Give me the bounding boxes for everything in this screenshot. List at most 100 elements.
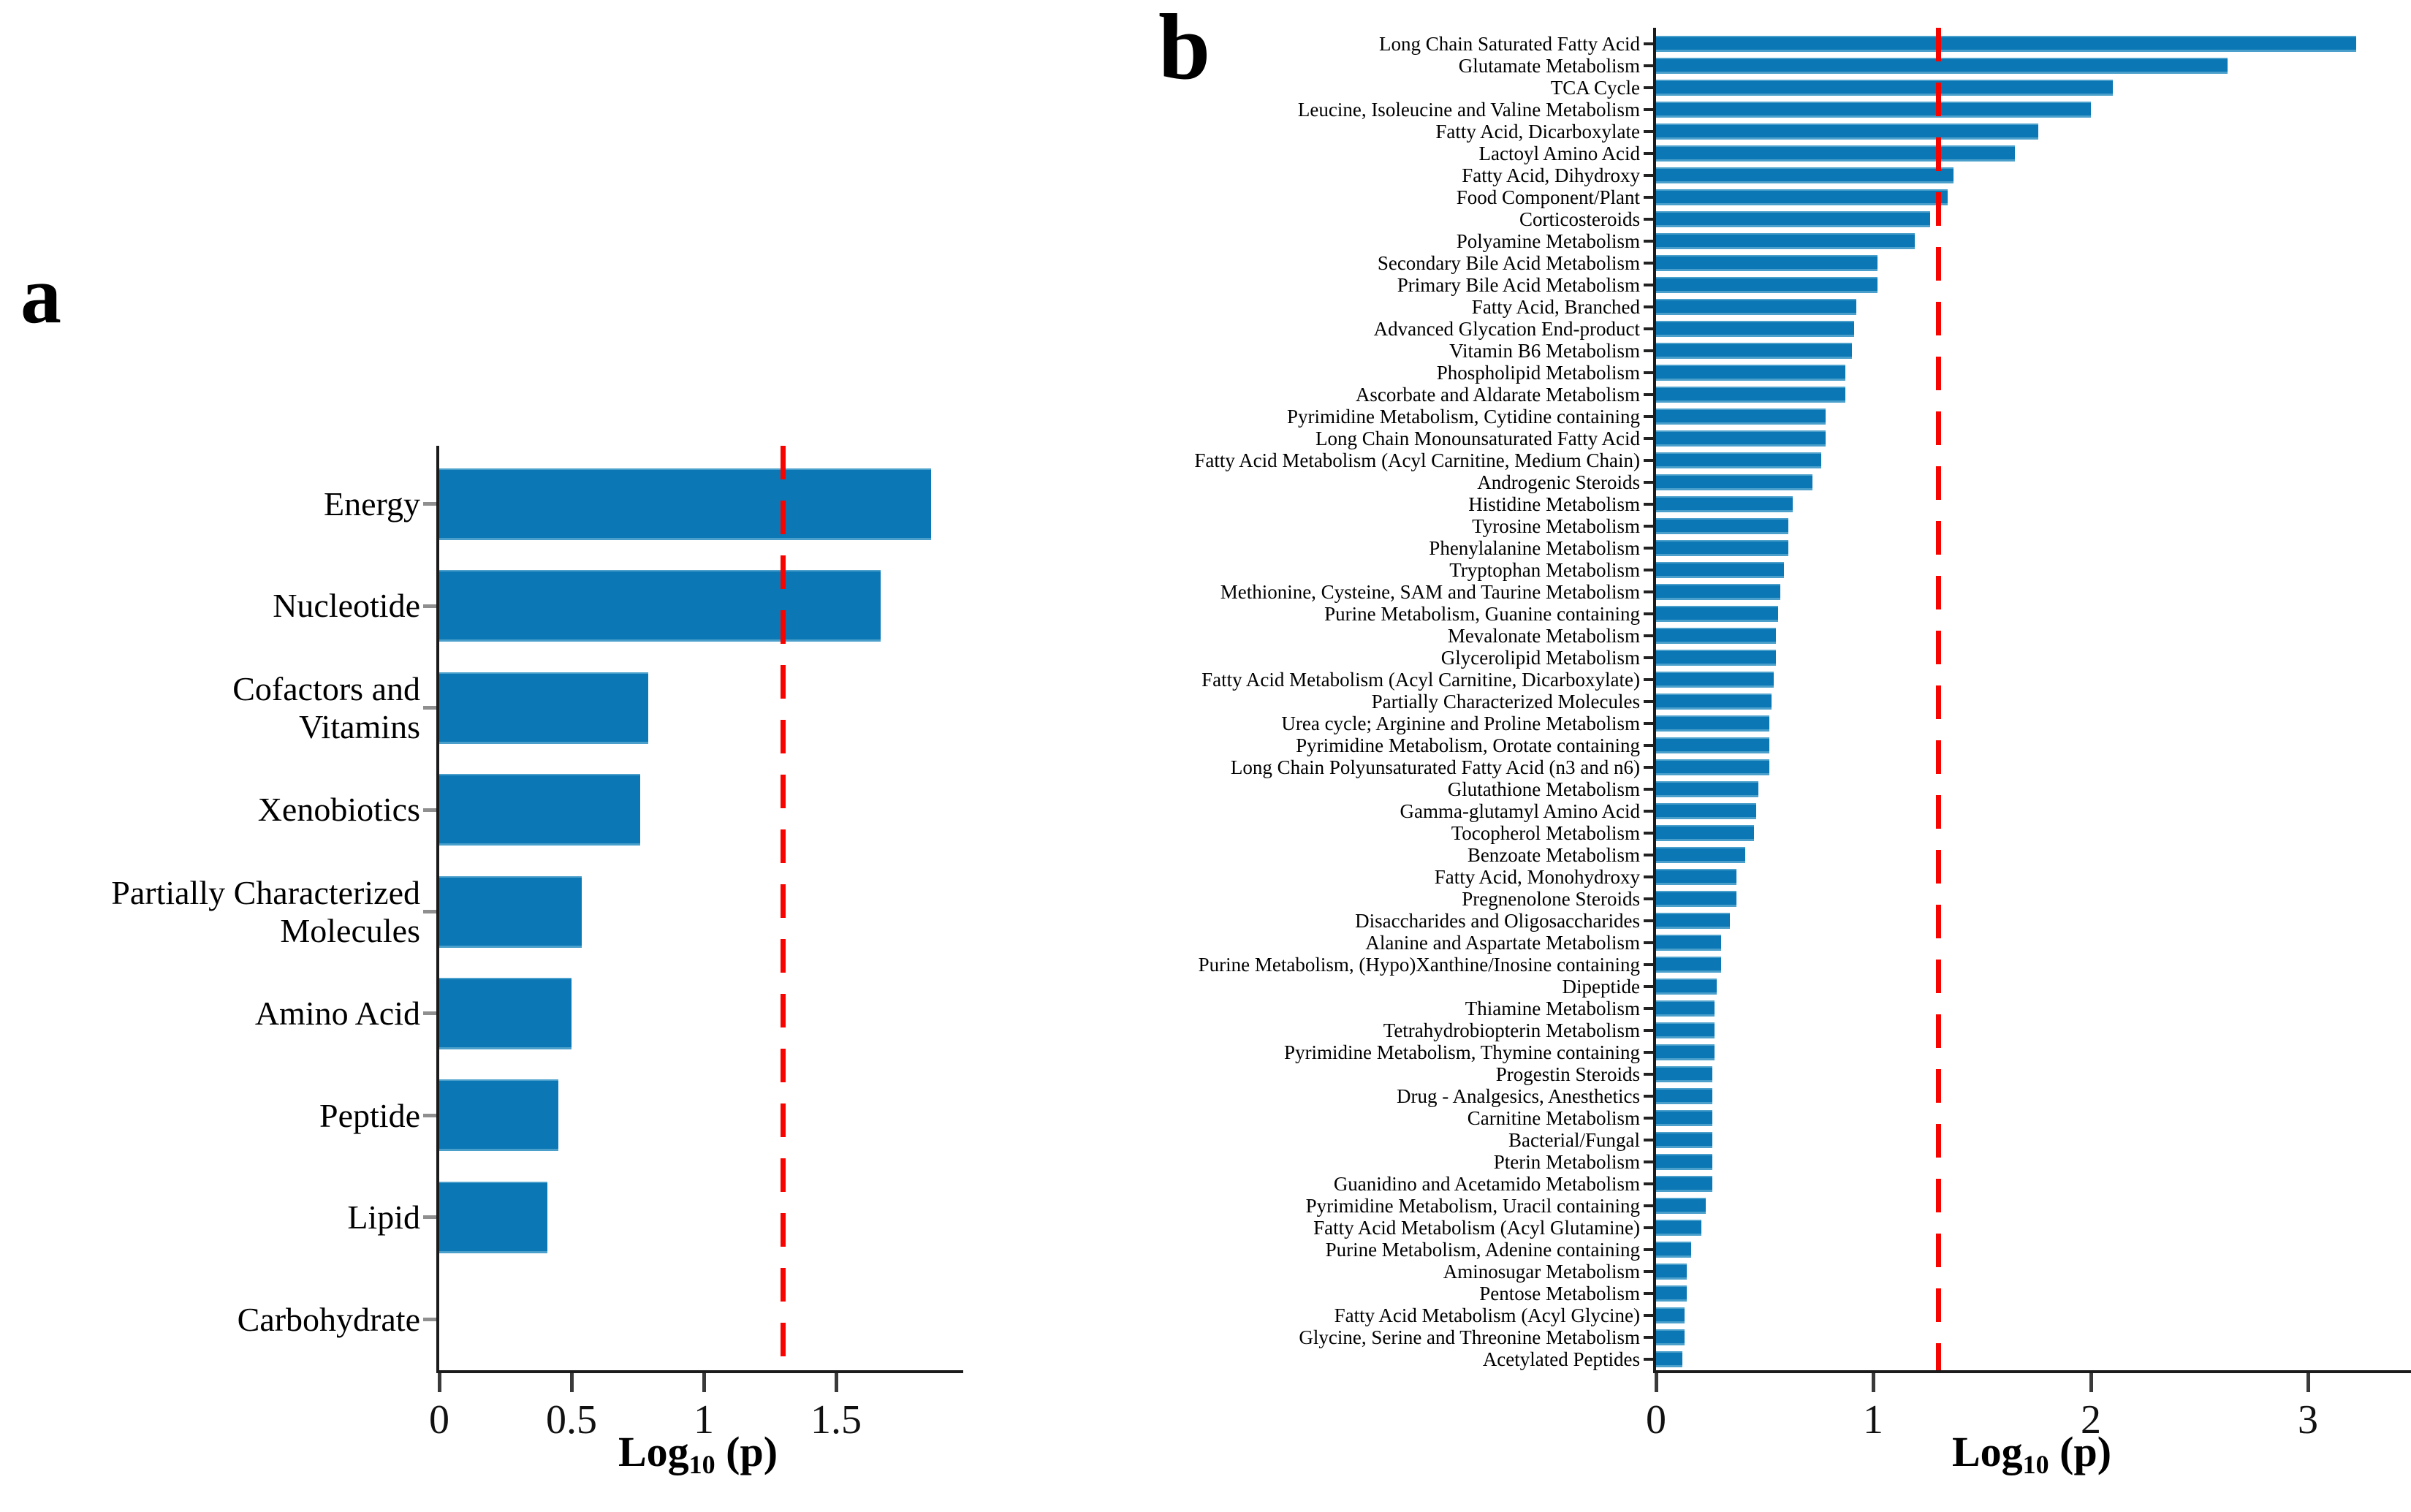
category-label: Tetrahydrobiopterin Metabolism: [1383, 1019, 1640, 1041]
x-axis-line: [436, 1370, 963, 1373]
bar: [1656, 255, 1877, 271]
bar: [439, 1079, 558, 1151]
y-axis-tick: [423, 706, 439, 710]
y-axis-tick: [1644, 832, 1656, 835]
y-axis-tick: [423, 910, 439, 913]
bar: [439, 774, 640, 846]
category-label: Histidine Metabolism: [1468, 493, 1640, 515]
x-tick-label: 0: [1646, 1397, 1666, 1443]
bar: [1656, 935, 1721, 951]
x-axis-tick: [1655, 1373, 1658, 1392]
bar: [1656, 299, 1856, 315]
y-axis-tick: [1644, 897, 1656, 900]
y-axis-tick: [1644, 327, 1656, 330]
x-tick-label: 1.5: [810, 1397, 862, 1443]
bar: [1656, 365, 1845, 381]
y-axis-tick: [1644, 941, 1656, 944]
y-axis-tick: [1644, 963, 1656, 966]
bar: [1656, 979, 1717, 995]
xlabel-subscript: 10: [2022, 1450, 2049, 1480]
category-label: Secondary Bile Acid Metabolism: [1377, 251, 1640, 274]
bar: [1656, 672, 1774, 688]
category-label: Partially Characterized Molecules: [111, 873, 420, 949]
y-axis-tick: [1644, 1270, 1656, 1273]
y-axis-tick: [1644, 985, 1656, 988]
bar: [1656, 1022, 1715, 1038]
x-axis-tick: [2089, 1373, 2093, 1392]
category-label: Progestin Steroids: [1495, 1063, 1640, 1085]
significance-threshold-line: [781, 446, 786, 1370]
bar: [1656, 518, 1788, 534]
y-axis-tick: [1644, 1139, 1656, 1141]
x-axis-tick: [1872, 1373, 1875, 1392]
y-axis-tick: [1644, 459, 1656, 462]
category-label: Drug - Analgesics, Anesthetics: [1397, 1084, 1640, 1107]
y-axis-tick: [423, 604, 439, 608]
bar: [1656, 1000, 1715, 1017]
x-tick-label: 0: [429, 1397, 449, 1443]
bar: [1656, 781, 1758, 797]
bar: [1656, 496, 1793, 512]
bar: [1656, 803, 1756, 819]
category-label: Pyrimidine Metabolism, Thymine containin…: [1284, 1041, 1640, 1063]
y-axis-tick: [1644, 86, 1656, 89]
category-label: Acetylated Peptides: [1482, 1348, 1640, 1370]
bar: [1656, 452, 1821, 468]
category-label: Fatty Acid, Monohydroxy: [1434, 865, 1640, 888]
category-label: Cofactors and Vitamins: [232, 669, 420, 745]
category-label: Glycine, Serine and Threonine Metabolism: [1299, 1326, 1640, 1348]
y-axis-tick: [1644, 415, 1656, 418]
y-axis-tick: [1644, 1029, 1656, 1032]
x-axis-tick: [2306, 1373, 2310, 1392]
category-label: Partially Characterized Molecules: [1371, 690, 1640, 713]
bar: [1656, 1242, 1691, 1258]
category-label: Corticosteroids: [1519, 208, 1640, 230]
x-tick-label: 0.5: [546, 1397, 597, 1443]
panel-b-plot-area: 0 1 2 3: [1644, 28, 2411, 1440]
y-axis-tick: [1644, 525, 1656, 528]
y-axis-tick: [1644, 437, 1656, 440]
category-label: Aminosugar Metabolism: [1443, 1260, 1640, 1283]
bar: [1656, 1132, 1712, 1148]
bar: [439, 672, 648, 744]
y-axis-tick: [1644, 919, 1656, 922]
bar: [1656, 869, 1736, 885]
category-label: Fatty Acid Metabolism (Acyl Glutamine): [1313, 1216, 1640, 1239]
category-label: Glutathione Metabolism: [1447, 778, 1640, 800]
y-axis-tick: [1644, 810, 1656, 813]
y-axis-tick: [1644, 590, 1656, 593]
category-label: Dipeptide: [1562, 975, 1640, 998]
bar: [1656, 715, 1769, 732]
category-label: Fatty Acid, Dicarboxylate: [1435, 120, 1640, 143]
bar: [1656, 694, 1772, 710]
category-label: Fatty Acid, Dihydroxy: [1462, 164, 1640, 186]
bar: [1656, 189, 1948, 205]
y-axis-tick: [423, 1318, 439, 1321]
x-tick-label: 2: [2081, 1397, 2101, 1443]
bar: [1656, 277, 1877, 293]
bar: [1656, 628, 1776, 644]
category-label: Gamma-glutamyl Amino Acid: [1400, 799, 1640, 822]
bar: [1656, 58, 2228, 74]
y-axis-tick: [1644, 678, 1656, 681]
bar: [1656, 1198, 1706, 1214]
bar: [1656, 1285, 1687, 1302]
category-label: Ascorbate and Aldarate Metabolism: [1355, 383, 1640, 406]
category-label: Advanced Glycation End-product: [1373, 317, 1640, 340]
y-axis-tick: [1644, 108, 1656, 111]
bar: [1656, 650, 1776, 666]
x-tick-label: 3: [2298, 1397, 2318, 1443]
bar: [1656, 1220, 1701, 1236]
category-label: Pentose Metabolism: [1479, 1282, 1640, 1304]
x-tick-label: 1: [694, 1397, 714, 1443]
bar: [1656, 321, 1854, 337]
y-axis-tick: [1644, 305, 1656, 308]
category-label: Phospholipid Metabolism: [1436, 361, 1640, 384]
y-axis-tick: [1644, 262, 1656, 265]
category-label: Leucine, Isoleucine and Valine Metabolis…: [1297, 98, 1640, 121]
x-axis-tick: [835, 1373, 838, 1392]
y-axis-tick: [1644, 1073, 1656, 1076]
category-label: Pregnenolone Steroids: [1462, 887, 1640, 910]
bar: [1656, 1351, 1682, 1367]
y-axis-tick: [1644, 634, 1656, 637]
